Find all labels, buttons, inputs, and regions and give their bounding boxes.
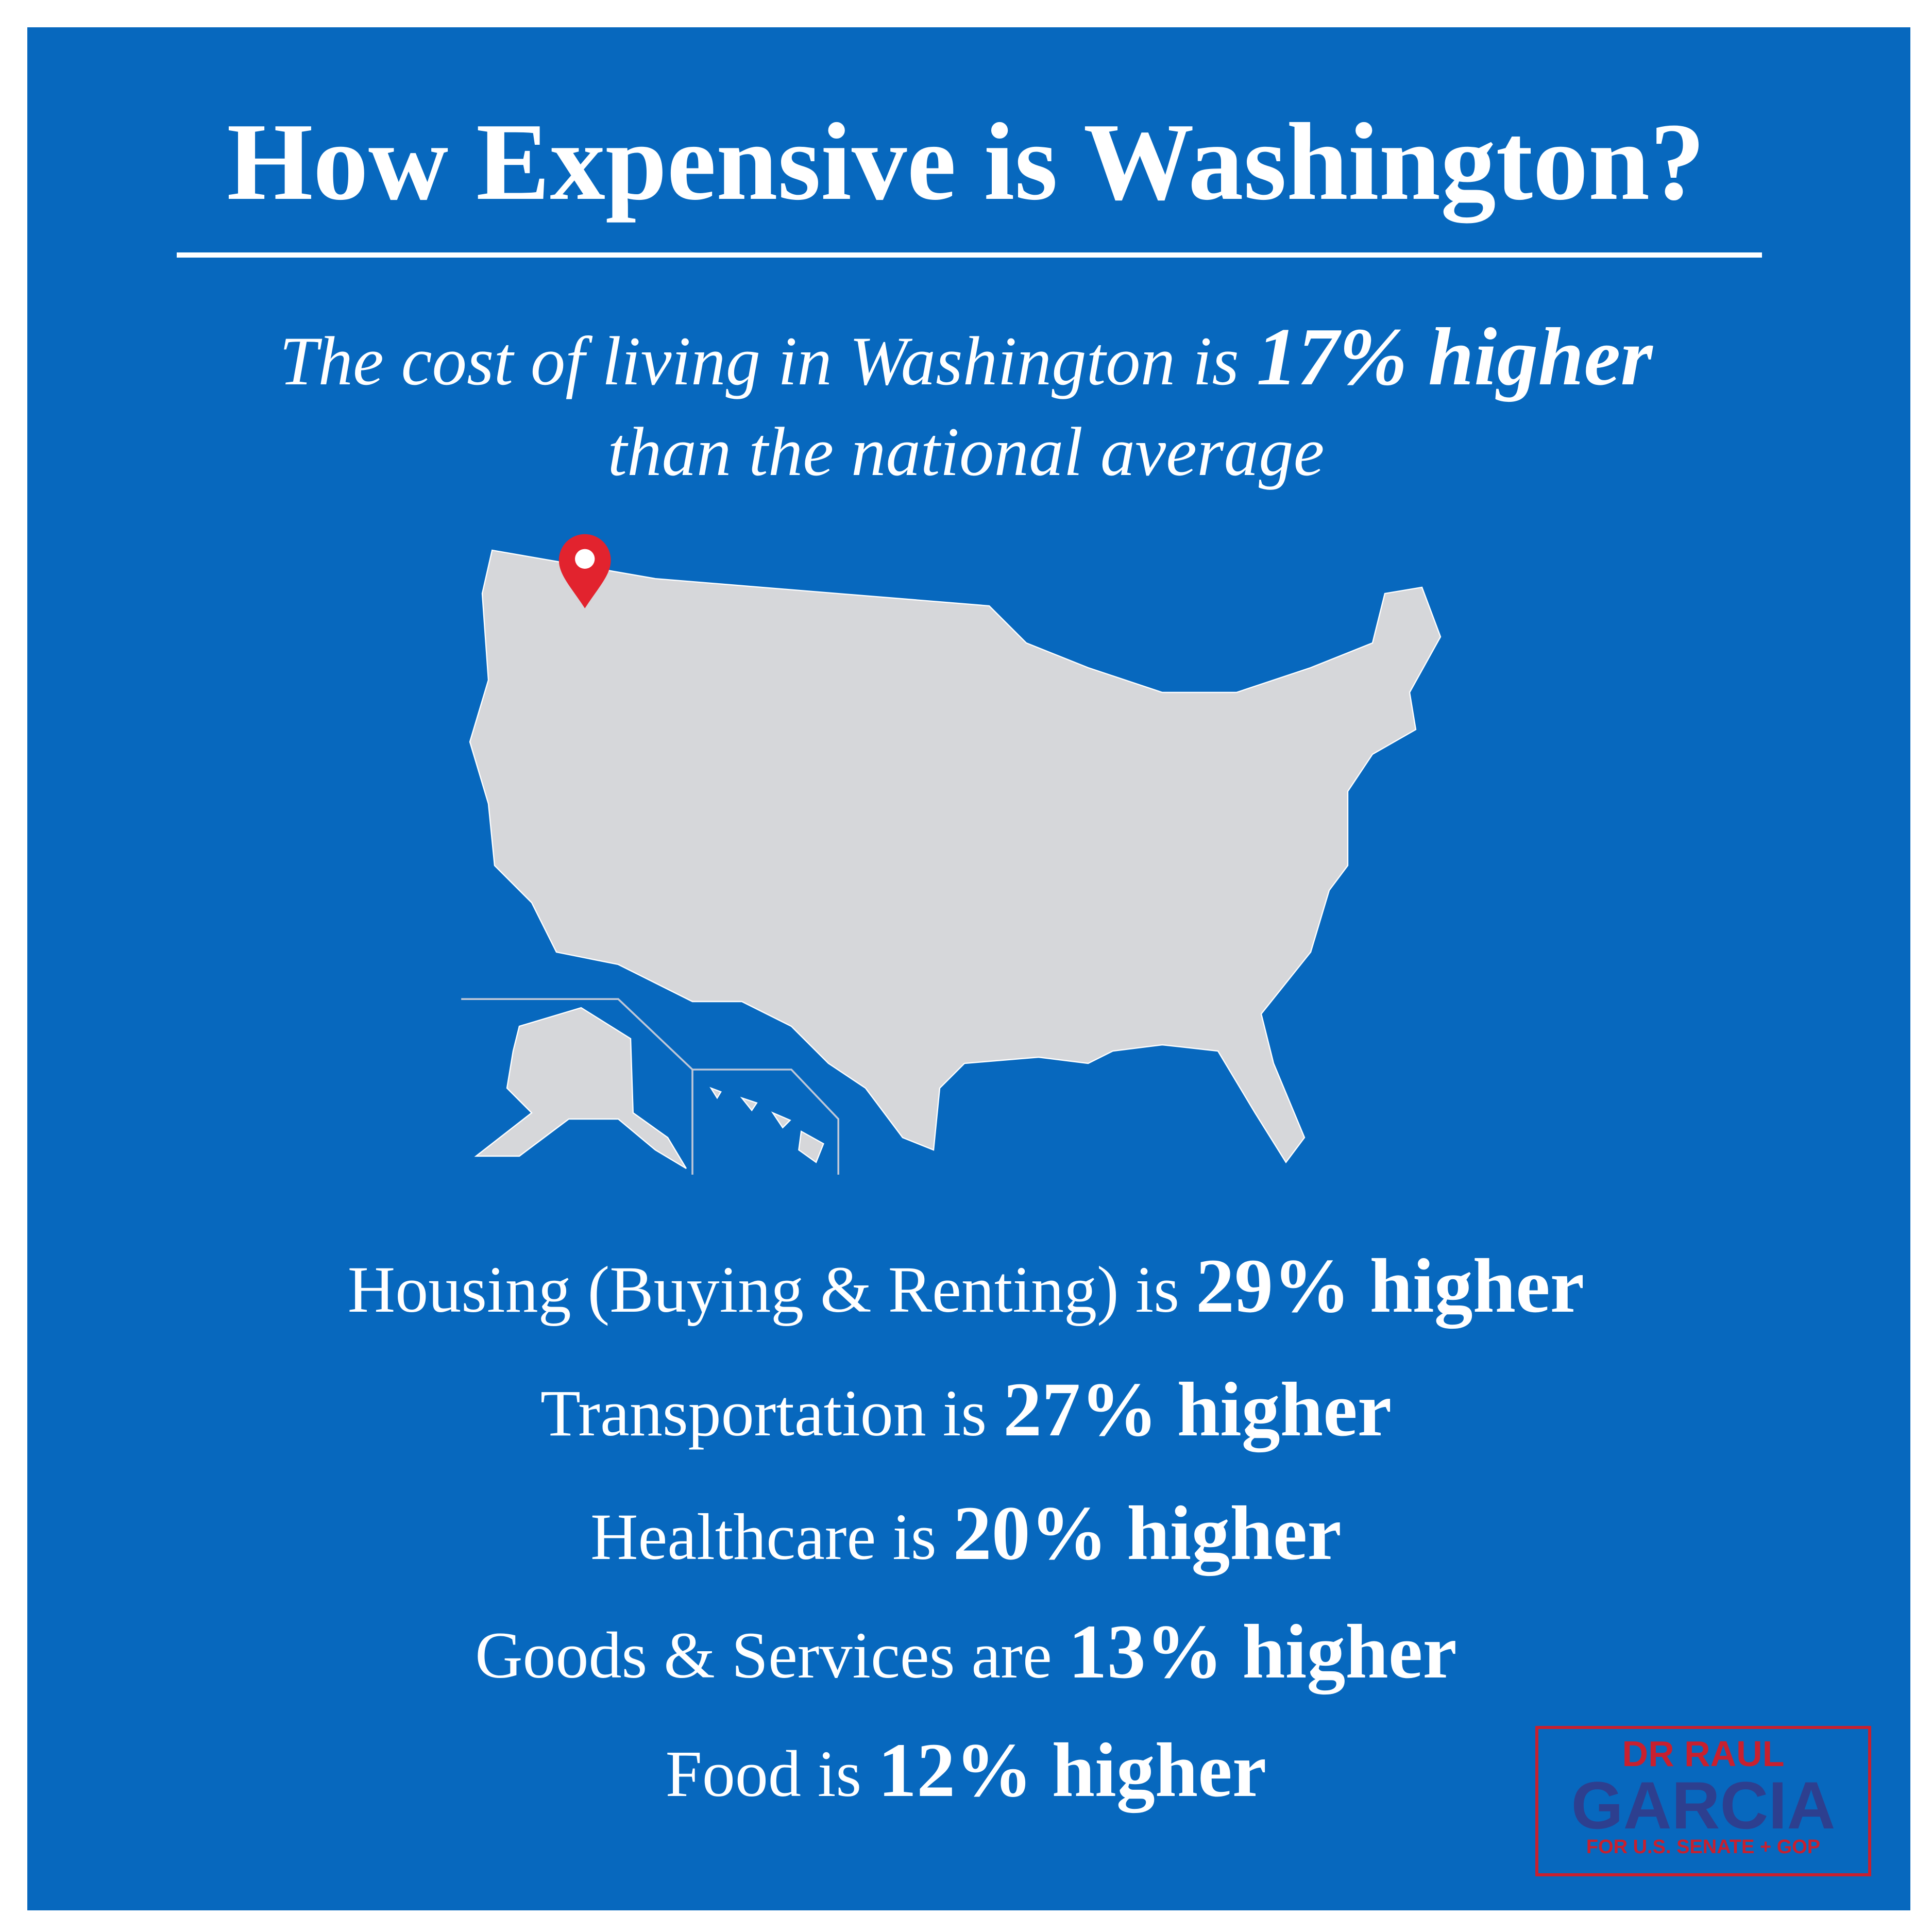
subtitle-highlight: 17% higher xyxy=(1256,311,1653,402)
subtitle-line: The cost of living in Washington is 17% … xyxy=(0,309,1932,404)
contiguous-us xyxy=(469,549,1442,1164)
logo-tagline: FOR U.S. SENATE + GOP xyxy=(1586,1836,1821,1858)
title-rule xyxy=(177,252,1762,258)
stat-highlight: 20% higher xyxy=(953,1490,1342,1576)
stat-highlight: 29% higher xyxy=(1196,1243,1585,1329)
stat-text: Food is xyxy=(665,1737,862,1810)
location-pin xyxy=(558,534,611,608)
stat-text: Housing (Buying & Renting) is xyxy=(347,1253,1180,1326)
stat-text: Healthcare is xyxy=(590,1500,937,1573)
stat-text: Transportation is xyxy=(540,1377,987,1450)
subtitle-text: The cost of living in Washington is xyxy=(279,323,1239,400)
stat-highlight: 27% higher xyxy=(1003,1367,1392,1452)
logo-name-main: GARCIA xyxy=(1571,1768,1836,1843)
logo-name-top: DR RAUL xyxy=(1622,1734,1785,1774)
stat-highlight: 13% higher xyxy=(1068,1609,1457,1694)
stat-text: Goods & Services are xyxy=(475,1619,1052,1692)
subtitle-line: than the national average xyxy=(607,414,1325,490)
title: How Expensive is Washington? xyxy=(227,100,1705,223)
stat-line: Food is 12% higher xyxy=(0,1726,1932,1815)
pin-dot xyxy=(575,549,595,569)
stat-line: Housing (Buying & Renting) is 29% higher xyxy=(0,1242,1932,1330)
stat-line: Transportation is 27% higher xyxy=(0,1365,1932,1454)
stat-highlight: 12% higher xyxy=(878,1727,1267,1813)
alaska xyxy=(474,1007,687,1170)
campaign-logo: DR RAUL GARCIA FOR U.S. SENATE + GOP xyxy=(1535,1726,1871,1876)
stat-line: Goods & Services are 13% higher xyxy=(0,1607,1932,1696)
hawaii xyxy=(709,1087,824,1163)
stat-line: Healthcare is 20% higher xyxy=(0,1489,1932,1578)
